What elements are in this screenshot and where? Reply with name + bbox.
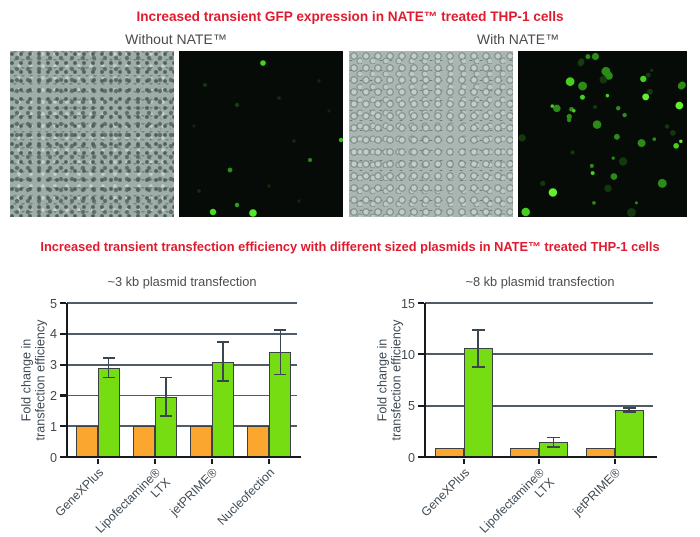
bar-control xyxy=(510,447,539,457)
error-bar xyxy=(628,407,630,412)
grid-line xyxy=(67,425,297,428)
fluorescence-with-nate-image xyxy=(518,51,687,217)
grid-line xyxy=(67,363,297,366)
y-tick xyxy=(60,425,66,428)
x-tick xyxy=(613,459,616,464)
y-tick xyxy=(60,301,66,305)
y-tick-label: 4 xyxy=(49,327,57,342)
error-bar xyxy=(279,330,282,375)
error-bar xyxy=(552,437,555,447)
category-label: GeneXPlus xyxy=(417,465,472,520)
y-tick xyxy=(418,455,424,459)
x-tick xyxy=(462,459,465,464)
error-bar-cap-top xyxy=(159,376,172,379)
error-bar xyxy=(107,357,110,378)
plot-area: 0 5 10 15 GeneXPlus Lipofectamine® LTX jetPRIM… xyxy=(401,297,657,536)
error-bar-cap-top xyxy=(102,356,115,359)
y-axis-label: Fold change in transfection efficiency xyxy=(19,319,48,441)
y-tick-label: 1 xyxy=(49,419,57,434)
y-tick-label: 10 xyxy=(400,347,415,362)
grid-line xyxy=(425,353,653,356)
y-tick-label: 5 xyxy=(49,296,57,311)
y-tick xyxy=(60,363,66,366)
x-tick xyxy=(96,459,99,464)
error-bar-cap-bottom xyxy=(622,410,636,413)
error-bar-cap-bottom xyxy=(102,376,115,379)
grid-line xyxy=(67,394,297,397)
error-bar xyxy=(222,342,224,381)
y-tick-label: 0 xyxy=(49,450,57,465)
error-bar-cap-top xyxy=(471,328,485,331)
y-axis-line xyxy=(66,303,69,457)
y-tick xyxy=(418,404,424,407)
x-tick xyxy=(153,459,156,464)
y-tick xyxy=(418,353,424,356)
error-bar-cap-bottom xyxy=(547,445,560,448)
y-tick xyxy=(60,332,66,335)
error-bar-cap-bottom xyxy=(159,415,172,418)
error-bar-cap-top xyxy=(622,406,636,409)
bar-control xyxy=(585,447,615,457)
y-tick-label: 2 xyxy=(49,388,57,403)
bar-control xyxy=(434,447,464,457)
bar-nate xyxy=(614,409,644,457)
brightfield-with-nate-image xyxy=(349,51,513,217)
error-bar-cap-bottom xyxy=(217,380,230,382)
figure-title-gfp: Increased transient GFP expression in NA… xyxy=(136,9,564,24)
y-tick-label: 0 xyxy=(407,450,415,465)
x-tick xyxy=(538,459,540,464)
y-tick-label: 3 xyxy=(49,358,57,373)
y-tick-label: 15 xyxy=(400,296,415,311)
chart-3kb-plasmid: ~3 kb plasmid transfection Fold change i… xyxy=(0,270,350,537)
y-tick xyxy=(60,394,66,397)
chart-title: ~8 kb plasmid transfection xyxy=(465,274,615,289)
condition-label-with-nate: With NATE™ xyxy=(476,31,560,47)
y-tick-label: 5 xyxy=(407,399,415,414)
error-bar-cap-bottom xyxy=(471,365,485,368)
grid-line xyxy=(425,404,653,407)
gfp-dots-sparse xyxy=(192,60,343,217)
y-axis-line xyxy=(424,303,427,457)
grid-line xyxy=(67,332,297,335)
x-tick xyxy=(211,459,214,464)
y-axis-label: Fold change in transfection efficiency xyxy=(375,319,404,441)
bar-control xyxy=(132,426,155,457)
fluorescence-without-nate-image xyxy=(179,51,343,217)
error-bar xyxy=(477,329,479,367)
grid-line xyxy=(425,302,653,304)
chart-8kb-plasmid: ~8 kb plasmid transfection Fold change i… xyxy=(350,270,700,537)
brightfield-without-nate-image xyxy=(10,51,174,217)
chart-title: ~3 kb plasmid transfection xyxy=(107,274,257,289)
x-axis-line xyxy=(422,455,657,459)
x-axis-line xyxy=(64,455,301,459)
error-bar-cap-top xyxy=(274,329,287,332)
y-tick xyxy=(60,455,66,459)
bar-control xyxy=(247,426,270,457)
condition-label-without-nate: Without NATE™ xyxy=(125,31,227,47)
bar-control xyxy=(190,426,213,457)
x-tick xyxy=(268,459,271,464)
error-bar-cap-top xyxy=(547,436,560,439)
bar-nate xyxy=(97,367,120,457)
figure-title-transfection: Increased transient transfection efficie… xyxy=(40,239,660,254)
error-bar xyxy=(165,377,167,417)
gfp-dots-dense xyxy=(518,52,686,217)
plot-area: 0 1 2 3 4 5 GeneXPlus Lipofectamine® LTX jetPRIM… xyxy=(50,297,301,536)
grid-line xyxy=(67,302,297,304)
error-bar-cap-bottom xyxy=(274,373,287,376)
y-tick xyxy=(418,301,424,305)
category-label: Lipofectamine® LTX xyxy=(476,465,557,536)
error-bar-cap-top xyxy=(217,341,230,344)
bar-control xyxy=(75,426,98,457)
